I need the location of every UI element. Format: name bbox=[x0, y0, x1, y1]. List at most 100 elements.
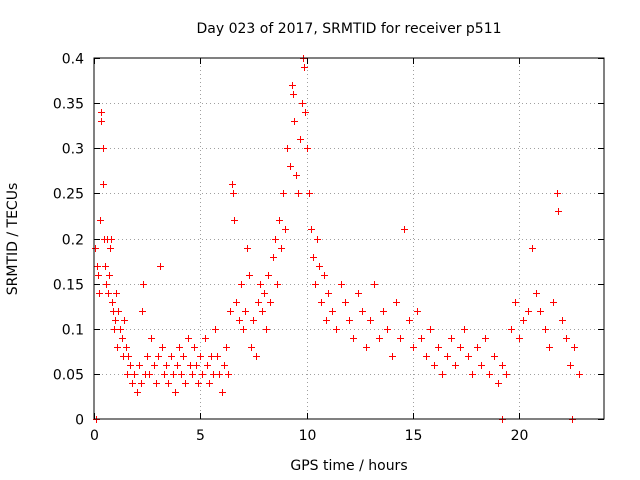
data-point bbox=[250, 317, 257, 324]
data-point bbox=[94, 263, 101, 270]
data-point bbox=[138, 380, 145, 387]
data-point bbox=[157, 263, 164, 270]
data-point bbox=[208, 353, 215, 360]
data-point bbox=[350, 335, 357, 342]
y-tick-label: 0.4 bbox=[62, 52, 84, 68]
data-point bbox=[267, 299, 274, 306]
y-tick-label: 0.3 bbox=[62, 142, 84, 158]
data-point bbox=[170, 371, 177, 378]
data-point bbox=[115, 308, 122, 315]
data-point bbox=[131, 371, 138, 378]
data-point bbox=[168, 353, 175, 360]
y-tick-label: 0.25 bbox=[53, 187, 84, 203]
data-point bbox=[161, 371, 168, 378]
data-point bbox=[314, 236, 321, 243]
data-point bbox=[265, 272, 272, 279]
data-point bbox=[216, 371, 223, 378]
data-point bbox=[113, 290, 120, 297]
y-tick-label: 0.35 bbox=[53, 97, 84, 113]
data-point bbox=[191, 344, 198, 351]
data-point bbox=[259, 308, 266, 315]
data-point bbox=[125, 353, 132, 360]
data-point bbox=[380, 308, 387, 315]
data-point bbox=[401, 226, 408, 233]
data-point bbox=[461, 326, 468, 333]
data-point bbox=[204, 362, 211, 369]
data-point bbox=[172, 389, 179, 396]
data-point bbox=[106, 272, 113, 279]
data-point bbox=[103, 281, 110, 288]
data-point bbox=[542, 326, 549, 333]
data-point bbox=[202, 335, 209, 342]
data-point bbox=[182, 380, 189, 387]
data-point bbox=[270, 254, 277, 261]
data-point bbox=[563, 335, 570, 342]
data-point bbox=[478, 362, 485, 369]
data-point bbox=[272, 236, 279, 243]
data-point bbox=[384, 326, 391, 333]
data-point bbox=[121, 317, 128, 324]
data-point bbox=[206, 380, 213, 387]
data-point bbox=[306, 190, 313, 197]
data-point bbox=[195, 380, 202, 387]
data-point bbox=[212, 326, 219, 333]
data-points bbox=[92, 55, 583, 423]
data-point bbox=[227, 308, 234, 315]
chart-title: Day 023 of 2017, SRMTID for receiver p51… bbox=[196, 21, 501, 37]
data-point bbox=[295, 190, 302, 197]
data-point bbox=[308, 226, 315, 233]
data-point bbox=[124, 371, 131, 378]
data-point bbox=[318, 299, 325, 306]
data-point bbox=[482, 335, 489, 342]
data-point bbox=[546, 344, 553, 351]
data-point bbox=[576, 371, 583, 378]
data-point bbox=[189, 371, 196, 378]
x-tick-label: 10 bbox=[299, 428, 317, 444]
data-point bbox=[163, 362, 170, 369]
data-point bbox=[291, 118, 298, 125]
y-tick-label: 0.2 bbox=[62, 233, 84, 249]
data-point bbox=[367, 317, 374, 324]
data-point bbox=[431, 362, 438, 369]
data-point bbox=[537, 308, 544, 315]
data-point bbox=[155, 353, 162, 360]
y-axis-label: SRMTID / TECUs bbox=[5, 183, 21, 296]
data-point bbox=[253, 353, 260, 360]
data-point bbox=[223, 344, 230, 351]
grid bbox=[94, 58, 604, 419]
data-point bbox=[321, 272, 328, 279]
data-point bbox=[236, 317, 243, 324]
data-point bbox=[312, 281, 319, 288]
data-point bbox=[139, 308, 146, 315]
data-point bbox=[469, 371, 476, 378]
data-point bbox=[127, 362, 134, 369]
data-point bbox=[550, 299, 557, 306]
data-point bbox=[503, 371, 510, 378]
data-point bbox=[290, 91, 297, 98]
data-point bbox=[225, 371, 232, 378]
data-point bbox=[355, 290, 362, 297]
data-point bbox=[302, 109, 309, 116]
data-point bbox=[263, 326, 270, 333]
data-point bbox=[97, 217, 104, 224]
data-point bbox=[316, 263, 323, 270]
data-point bbox=[571, 344, 578, 351]
data-point bbox=[495, 380, 502, 387]
data-point bbox=[233, 299, 240, 306]
data-point bbox=[491, 353, 498, 360]
data-point bbox=[287, 163, 294, 170]
data-point bbox=[95, 272, 102, 279]
data-point bbox=[148, 335, 155, 342]
data-point bbox=[418, 335, 425, 342]
data-point bbox=[444, 353, 451, 360]
data-point bbox=[100, 145, 107, 152]
data-point bbox=[221, 362, 228, 369]
ticks: 0 0.05 0.1 0.15 0.2 0.25 0.3 0.35 0.4 0 5 10 15 20 bbox=[53, 52, 604, 444]
data-point bbox=[276, 217, 283, 224]
data-point bbox=[520, 317, 527, 324]
data-point bbox=[193, 362, 200, 369]
data-point bbox=[240, 326, 247, 333]
data-point bbox=[376, 335, 383, 342]
data-point bbox=[197, 353, 204, 360]
